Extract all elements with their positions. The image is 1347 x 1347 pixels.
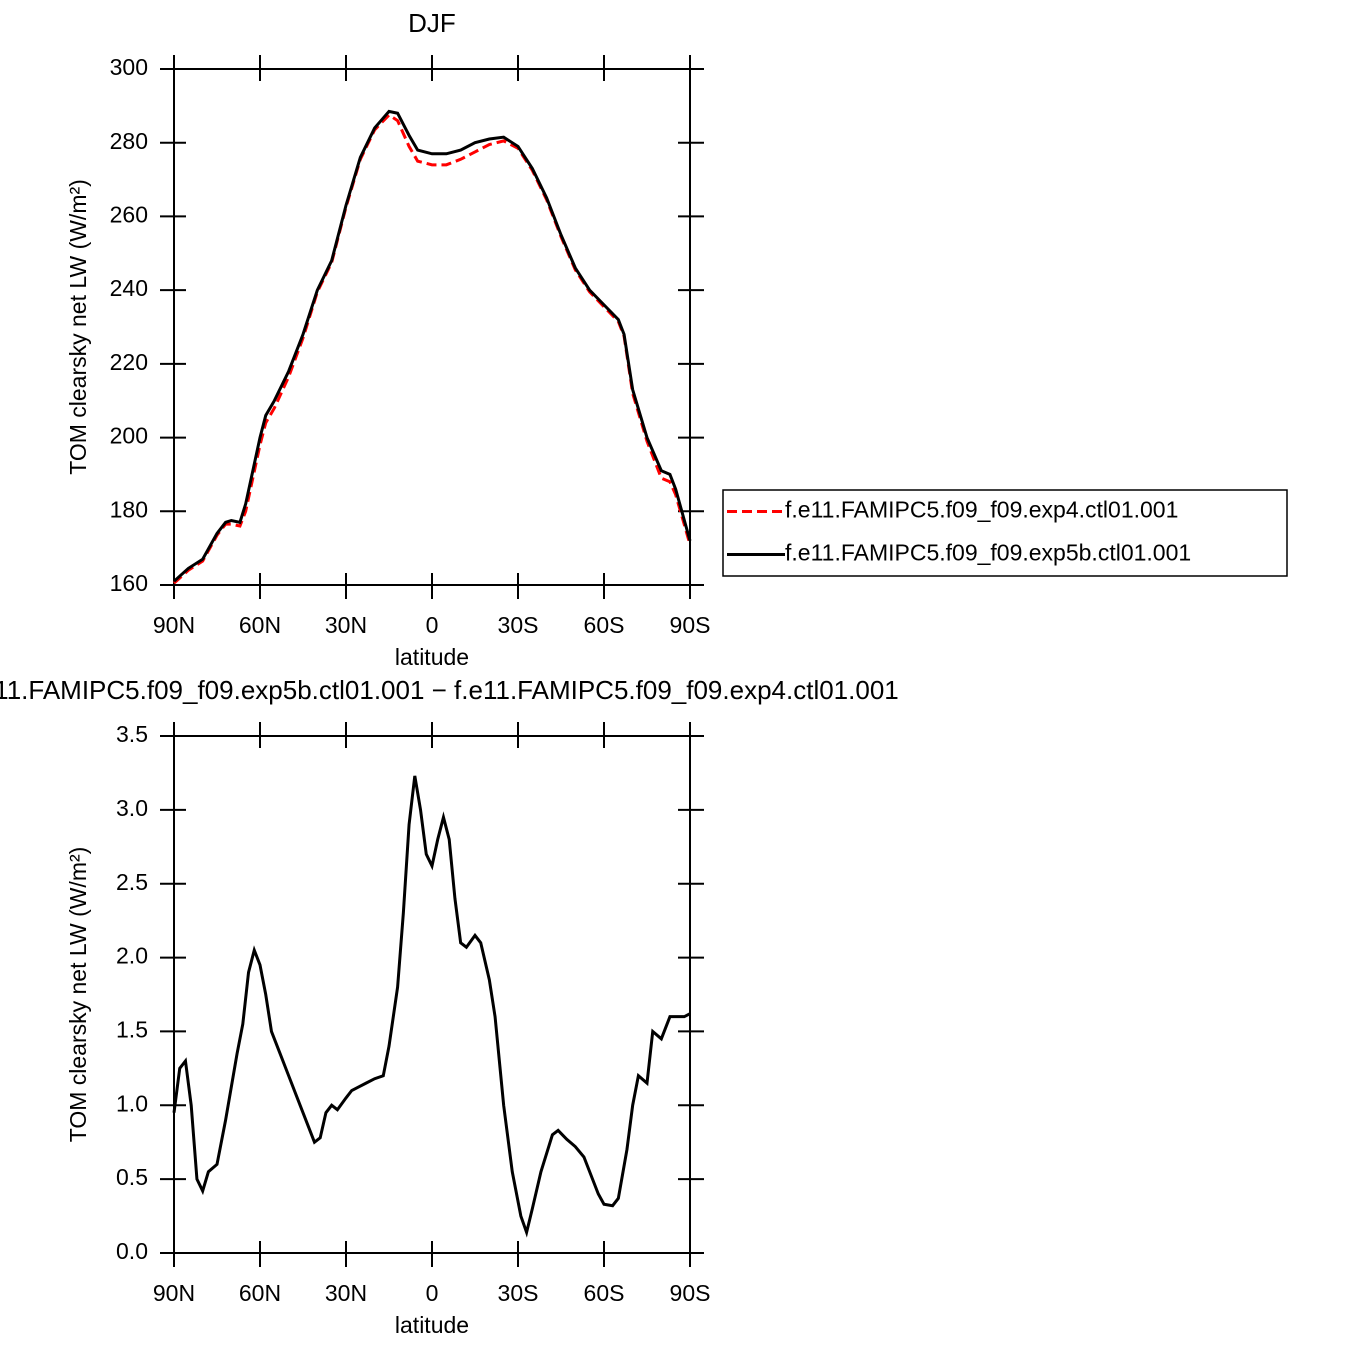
x-tick-label: 30N xyxy=(325,612,367,638)
y-tick-label: 2.5 xyxy=(116,869,148,895)
y-tick-label: 0.0 xyxy=(116,1238,148,1264)
x-tick-label: 0 xyxy=(426,1280,439,1306)
y-tick-label: 2.0 xyxy=(116,943,148,969)
x-tick-label: 30S xyxy=(498,1280,539,1306)
x-tick-label: 90S xyxy=(670,612,711,638)
y-tick-label: 1.5 xyxy=(116,1017,148,1043)
y-tick-label: 200 xyxy=(110,423,148,449)
x-tick-label: 60N xyxy=(239,612,281,638)
x-tick-label: 60N xyxy=(239,1280,281,1306)
x-tick-label: 30S xyxy=(498,612,539,638)
x-tick-label: 60S xyxy=(584,612,625,638)
y-tick-label: 220 xyxy=(110,349,148,375)
y-tick-label: 240 xyxy=(110,275,148,301)
x-tick-label: 90N xyxy=(153,612,195,638)
series-line xyxy=(172,109,692,583)
y-tick-label: 160 xyxy=(110,570,148,596)
y-tick-label: 3.5 xyxy=(116,721,148,747)
x-tick-label: 90N xyxy=(153,1280,195,1306)
y-axis-label: TOM clearsky net LW (W/m²) xyxy=(65,179,91,475)
y-tick-label: 260 xyxy=(110,202,148,228)
x-axis-label: latitude xyxy=(395,1312,469,1338)
chart-title: f.e11.FAMIPC5.f09_f09.exp5b.ctl01.001 − … xyxy=(0,675,899,705)
series-line xyxy=(172,113,692,585)
y-tick-label: 300 xyxy=(110,54,148,80)
y-tick-label: 280 xyxy=(110,128,148,154)
x-tick-label: 60S xyxy=(584,1280,625,1306)
series-line xyxy=(172,775,691,1238)
legend-label: f.e11.FAMIPC5.f09_f09.exp5b.ctl01.001 xyxy=(785,540,1191,566)
legend-box xyxy=(722,489,1288,577)
chart-title: DJF xyxy=(408,8,456,38)
y-tick-label: 3.0 xyxy=(116,795,148,821)
y-axis-label: TOM clearsky net LW (W/m²) xyxy=(65,847,91,1143)
y-tick-label: 1.0 xyxy=(116,1090,148,1116)
y-tick-label: 0.5 xyxy=(116,1164,148,1190)
y-tick-label: 180 xyxy=(110,496,148,522)
x-axis-label: latitude xyxy=(395,644,469,670)
plot-frame xyxy=(173,735,691,1254)
x-tick-label: 30N xyxy=(325,1280,367,1306)
plot-frame xyxy=(173,68,691,586)
x-tick-label: 90S xyxy=(670,1280,711,1306)
legend-label: f.e11.FAMIPC5.f09_f09.exp4.ctl01.001 xyxy=(785,497,1178,523)
x-tick-label: 0 xyxy=(426,612,439,638)
